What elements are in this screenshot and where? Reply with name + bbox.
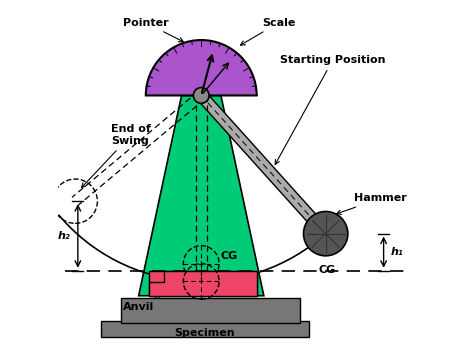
Text: Hammer: Hammer — [337, 194, 407, 214]
Text: Anvil: Anvil — [123, 294, 162, 312]
Text: Starting Position: Starting Position — [275, 55, 385, 164]
Polygon shape — [149, 271, 256, 296]
Text: h₁: h₁ — [391, 247, 403, 257]
FancyBboxPatch shape — [149, 271, 256, 296]
Text: Specimen: Specimen — [174, 328, 235, 338]
Circle shape — [303, 211, 348, 256]
Text: CG: CG — [319, 265, 336, 275]
Text: h₂: h₂ — [58, 231, 71, 241]
Text: End of
Swing: End of Swing — [82, 124, 151, 187]
Text: CG: CG — [221, 251, 238, 261]
Wedge shape — [146, 40, 256, 95]
Polygon shape — [197, 92, 330, 238]
Text: Scale: Scale — [240, 18, 295, 45]
FancyBboxPatch shape — [121, 298, 300, 322]
Polygon shape — [139, 95, 264, 296]
FancyBboxPatch shape — [101, 321, 309, 337]
Circle shape — [193, 88, 209, 103]
Text: Pointer: Pointer — [123, 18, 183, 42]
